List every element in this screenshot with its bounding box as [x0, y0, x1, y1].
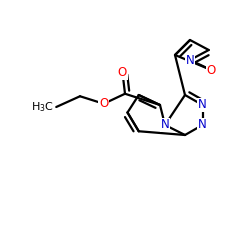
Text: N: N	[186, 54, 194, 66]
Text: N: N	[198, 98, 207, 112]
Text: H$_3$C: H$_3$C	[31, 100, 54, 114]
Text: N: N	[198, 118, 207, 132]
Text: O: O	[99, 97, 108, 110]
Text: O: O	[206, 64, 216, 76]
Text: O: O	[118, 66, 127, 79]
Text: N: N	[160, 118, 170, 132]
